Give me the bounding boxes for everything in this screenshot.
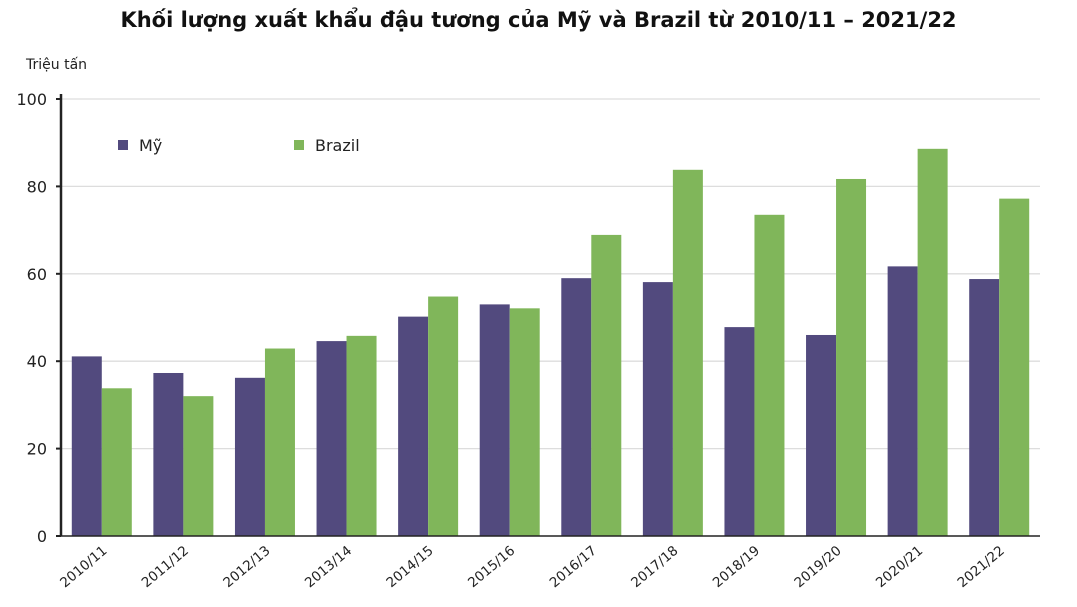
bar-brazil	[346, 335, 377, 536]
y-tick-label: 80	[27, 177, 47, 196]
bar-brazil	[917, 148, 948, 536]
x-tick-label: 2017/18	[628, 543, 681, 591]
y-tick-label: 20	[27, 440, 47, 459]
x-tick-label: 2010/11	[57, 543, 110, 591]
bar-my	[479, 304, 510, 536]
bar-my	[806, 334, 837, 536]
x-tick-label: 2020/21	[873, 543, 926, 591]
legend-label: Brazil	[315, 136, 360, 155]
bar-brazil	[591, 234, 622, 537]
chart-title: Khối lượng xuất khẩu đậu tương của Mỹ và…	[120, 8, 957, 32]
bar-my	[71, 356, 102, 536]
x-tick-label: 2012/13	[220, 543, 273, 591]
bar-brazil	[836, 178, 867, 536]
bar-my	[561, 278, 592, 536]
bar-brazil	[509, 308, 540, 536]
x-tick-label: 2021/22	[955, 543, 1008, 591]
bar-my	[969, 279, 1000, 536]
bar-brazil	[672, 169, 703, 536]
x-tick-label: 2014/15	[383, 543, 436, 591]
x-tick-label: 2018/19	[710, 543, 763, 591]
y-axis-label: Triệu tấn	[26, 57, 88, 73]
y-tick-label: 100	[16, 90, 47, 109]
legend-swatch	[118, 140, 128, 150]
y-tick-label: 0	[37, 527, 47, 546]
bar-my	[398, 316, 429, 536]
bar-my	[316, 341, 347, 536]
x-tick-label: 2015/16	[465, 543, 518, 591]
y-tick-label: 40	[27, 352, 47, 371]
legend-swatch	[294, 140, 304, 150]
x-tick-label: 2013/14	[302, 543, 355, 591]
bar-brazil	[428, 296, 459, 536]
bar-my	[234, 377, 265, 536]
x-tick-label: 2019/20	[791, 543, 844, 591]
bar-my	[724, 327, 755, 536]
legend-label: Mỹ	[139, 136, 162, 155]
bar-brazil	[183, 396, 214, 536]
y-tick-label: 60	[27, 265, 47, 284]
bar-my	[887, 266, 918, 536]
x-tick-label: 2016/17	[547, 543, 600, 591]
bar-brazil	[101, 388, 132, 536]
bar-brazil	[264, 348, 295, 536]
bar-my	[153, 372, 184, 536]
bar-my	[642, 282, 673, 536]
bar-brazil	[754, 214, 785, 536]
x-tick-label: 2011/12	[139, 543, 192, 591]
bar-brazil	[999, 198, 1030, 537]
